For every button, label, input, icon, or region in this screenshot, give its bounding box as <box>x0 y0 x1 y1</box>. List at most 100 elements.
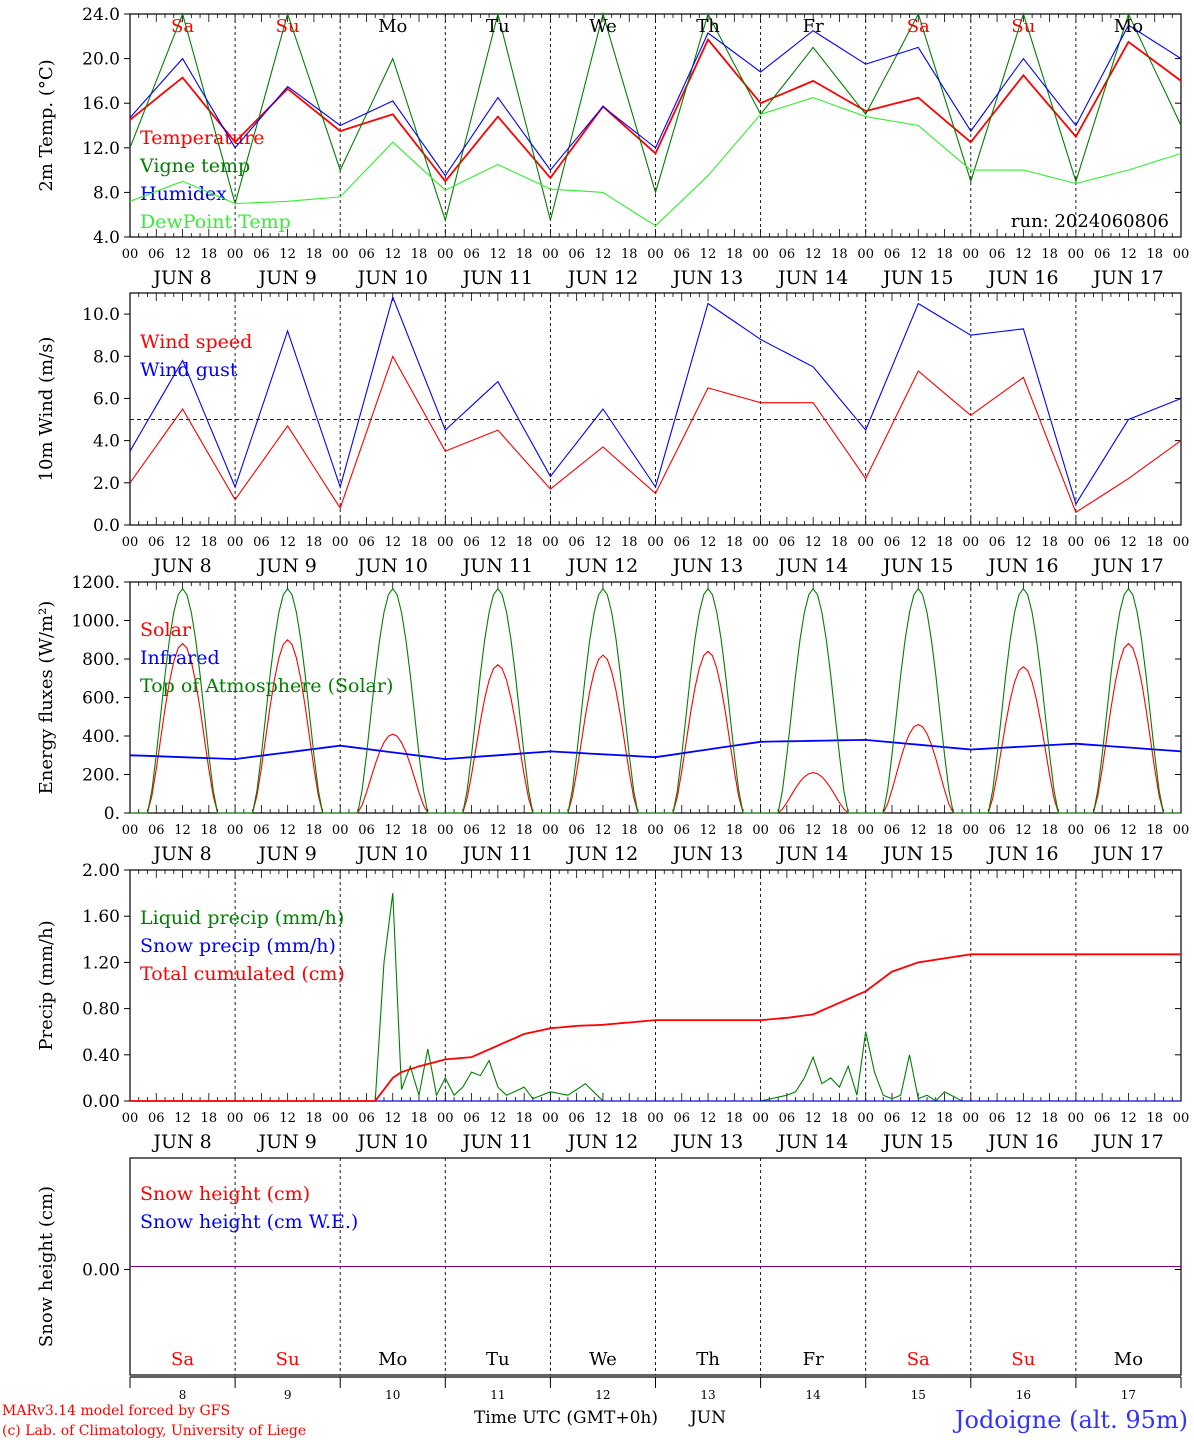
panel-1: 4.0 8.0 12.0 16.0 20.0 24.0 2m Temp. (°C) Tempe… <box>36 5 1189 289</box>
hour-tick-label: 12 <box>805 823 822 838</box>
hour-tick-label: 12 <box>700 823 717 838</box>
hour-tick-label: 18 <box>411 247 428 262</box>
legend-entry: Snow height (cm W.E.) <box>140 1211 358 1233</box>
hour-tick-label: 12 <box>700 247 717 262</box>
y-tick-label: 0.00 <box>82 1261 120 1281</box>
y-tick-label: 0.40 <box>82 1046 120 1066</box>
day-label: JUN 11 <box>461 555 533 577</box>
hour-tick-label: 00 <box>1068 823 1085 838</box>
hour-tick-label: 06 <box>253 823 270 838</box>
hour-tick-label: 18 <box>831 247 848 262</box>
bottom-axis-layer: Sa 8 Su 9 Mo 10 Tu 11 We 12 Th 13 Fr 14 Sa 15 Su 16 Mo 17 <box>129 1349 1182 1402</box>
bottom-time-label: Time UTC (GMT+0h) <box>474 1408 658 1428</box>
hour-tick-label: 18 <box>936 535 953 550</box>
day-label: JUN 13 <box>671 267 743 289</box>
y-tick-label: 0.00 <box>82 1092 120 1112</box>
day-label: JUN 8 <box>151 555 211 577</box>
legend-entry: Humidex <box>140 183 227 205</box>
bottom-day-number: 16 <box>1016 1388 1031 1402</box>
hour-tick-label: 00 <box>227 1111 244 1126</box>
footer-block: MARv3.14 model forced by GFS (c) Lab. of… <box>2 1403 1188 1439</box>
series-line-wind-speed <box>129 354 1182 514</box>
weekday-label: Sa <box>907 16 930 37</box>
hour-tick-label: 00 <box>542 247 559 262</box>
day-label: JUN 14 <box>776 267 848 289</box>
hour-tick-label: 18 <box>516 1111 533 1126</box>
hour-tick-label: 06 <box>358 823 375 838</box>
hour-tick-label: 12 <box>490 247 507 262</box>
day-label: JUN 12 <box>566 555 638 577</box>
day-label: JUN 8 <box>151 1131 211 1153</box>
hour-tick-label: 18 <box>726 535 743 550</box>
hour-tick-label: 18 <box>831 1111 848 1126</box>
weekday-label: Su <box>1011 16 1035 37</box>
hour-tick-label: 18 <box>1146 535 1163 550</box>
panel-frame <box>129 13 1182 238</box>
hour-tick-label: 00 <box>647 535 664 550</box>
y-tick-label: 2.00 <box>82 861 120 881</box>
day-label: JUN 9 <box>256 1131 316 1153</box>
hour-tick-label: 18 <box>306 1111 323 1126</box>
hour-tick-label: 12 <box>384 535 401 550</box>
hour-tick-label: 18 <box>411 535 428 550</box>
hour-tick-label: 12 <box>384 247 401 262</box>
hour-tick-label: 06 <box>148 535 165 550</box>
run-annotation: run: 2024060806 <box>1011 211 1169 232</box>
hour-tick-label: 12 <box>595 1111 612 1126</box>
hour-tick-label: 06 <box>148 1111 165 1126</box>
series-line-temperature <box>129 37 1182 183</box>
hour-tick-label: 18 <box>516 823 533 838</box>
y-axis-label: Energy fluxes (W/m²) <box>36 601 57 795</box>
day-label: JUN 11 <box>461 1131 533 1153</box>
hour-tick-label: 00 <box>122 823 139 838</box>
hour-tick-label: 12 <box>910 247 927 262</box>
hour-tick-label: 18 <box>621 1111 638 1126</box>
day-label: JUN 14 <box>776 1131 848 1153</box>
bottom-day-number: 14 <box>806 1388 822 1402</box>
legend-entry: Liquid precip (mm/h) <box>140 907 344 929</box>
bottom-day-number: 17 <box>1121 1388 1136 1402</box>
day-label: JUN 11 <box>461 843 533 865</box>
series-line-dewpoint-temp <box>129 97 1182 227</box>
hour-tick-label: 18 <box>1041 1111 1058 1126</box>
day-label: JUN 16 <box>986 555 1058 577</box>
series-line-wind-gust <box>129 295 1182 506</box>
hour-tick-label: 12 <box>1015 247 1032 262</box>
panels-layer: 4.0 8.0 12.0 16.0 20.0 24.0 2m Temp. (°C) Tempe… <box>36 5 1189 1376</box>
legend-entry: Vigne temp <box>139 155 250 177</box>
bottom-weekday-label: Su <box>276 1349 300 1370</box>
hour-tick-label: 18 <box>516 535 533 550</box>
hour-tick-label: 06 <box>989 247 1006 262</box>
hour-tick-label: 00 <box>227 247 244 262</box>
hour-tick-label: 06 <box>148 823 165 838</box>
hour-tick-label: 12 <box>490 1111 507 1126</box>
hour-tick-label: 12 <box>805 1111 822 1126</box>
day-label: JUN 17 <box>1091 267 1163 289</box>
hour-tick-label: 12 <box>174 823 191 838</box>
day-label: JUN 13 <box>671 843 743 865</box>
hour-tick-label: 06 <box>568 823 585 838</box>
legend-entry: Snow precip (mm/h) <box>140 935 336 957</box>
hour-tick-label: 06 <box>463 823 480 838</box>
day-label: JUN 17 <box>1091 1131 1163 1153</box>
hour-tick-label: 12 <box>384 823 401 838</box>
hour-tick-label: 12 <box>595 247 612 262</box>
legend-entry: Total cumulated (cm) <box>140 963 345 985</box>
day-label: JUN 13 <box>671 1131 743 1153</box>
hour-tick-label: 06 <box>884 1111 901 1126</box>
bottom-weekday-label: Mo <box>1114 1349 1143 1370</box>
hour-tick-label: 06 <box>1094 535 1111 550</box>
y-axis-label: 10m Wind (m/s) <box>36 337 57 482</box>
bottom-day-number: 12 <box>595 1388 610 1402</box>
y-axis-label: Snow height (cm) <box>36 1186 57 1347</box>
hour-tick-label: 00 <box>963 247 980 262</box>
hour-tick-label: 18 <box>411 1111 428 1126</box>
hour-tick-label: 12 <box>1120 247 1137 262</box>
hour-tick-label: 06 <box>989 823 1006 838</box>
bottom-weekday-label: We <box>589 1349 617 1370</box>
day-label: JUN 15 <box>881 843 953 865</box>
y-tick-label: 12.0 <box>82 139 120 159</box>
hour-tick-label: 12 <box>279 535 296 550</box>
footer-copyright-text: (c) Lab. of Climatology, University of L… <box>2 1423 306 1439</box>
hour-tick-label: 06 <box>463 1111 480 1126</box>
